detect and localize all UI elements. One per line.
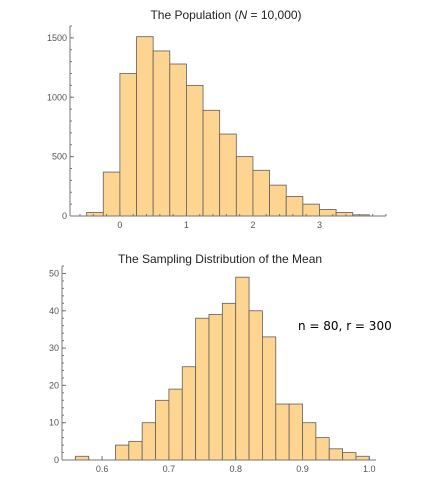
histogram-bar	[302, 422, 317, 461]
histogram-bar	[181, 366, 197, 461]
histogram-bar	[208, 314, 223, 461]
x-tick-label: 0.9	[296, 464, 309, 474]
histogram-bar	[152, 50, 171, 217]
y-tick-label: 1000	[47, 92, 67, 102]
x-tick-label: 0.6	[96, 464, 109, 474]
histogram-bar	[115, 444, 130, 461]
y-tick-label: 500	[52, 152, 67, 162]
histogram-bar	[355, 455, 370, 461]
histogram-bar	[315, 437, 330, 461]
histogram-bar	[328, 448, 343, 461]
histogram-bar	[119, 73, 137, 217]
histogram-bar	[285, 196, 304, 217]
histogram-bar	[319, 209, 337, 217]
histogram-bar	[202, 109, 221, 217]
bars	[74, 276, 370, 461]
sampling-distribution-histogram: The Sampling Distribution of the Mean n …	[0, 242, 432, 485]
y-tick-label: 0	[62, 211, 67, 221]
histogram-bar	[155, 399, 170, 461]
histogram-bar	[102, 171, 121, 217]
histogram-bar	[262, 336, 277, 461]
histogram-bar	[335, 212, 354, 217]
histogram-bar	[128, 440, 143, 461]
histogram-bar	[288, 403, 303, 461]
histogram-bar	[74, 455, 90, 461]
histogram-bar	[342, 452, 357, 461]
y-tick-label: 30	[49, 343, 59, 353]
x-tick-label: 0.7	[163, 464, 176, 474]
bars	[86, 36, 370, 217]
histogram-bar	[248, 310, 263, 461]
chart-title: The Population (N = 10,000)	[150, 8, 301, 22]
x-tick-label: 2	[250, 220, 255, 230]
histogram-bar	[169, 63, 187, 217]
histogram-bar	[141, 422, 156, 461]
y-tick-label: 20	[49, 380, 59, 390]
histogram-bar	[195, 317, 210, 461]
x-tick-label: 1	[184, 220, 189, 230]
population-histogram: The Population (N = 10,000) 0 500 1000 1500…	[0, 0, 432, 242]
y-tick-label: 50	[49, 268, 59, 278]
population-histogram-svg: The Population (N = 10,000) 0 500 1000 1500…	[47, 8, 387, 230]
y-tick-label: 10	[49, 418, 59, 428]
y-tick-label: 40	[49, 306, 59, 316]
histogram-bar	[186, 84, 204, 217]
sampling-distribution-histogram-svg: The Sampling Distribution of the Mean n …	[49, 252, 392, 474]
sample-annotation: n = 80, r = 300	[298, 319, 392, 333]
chart-title: The Sampling Distribution of the Mean	[118, 252, 322, 266]
histogram-bar	[235, 276, 250, 461]
y-tick-label: 0	[54, 455, 59, 465]
histogram-bar	[219, 133, 237, 217]
x-tick-label: 1.0	[363, 464, 376, 474]
histogram-bar	[221, 302, 237, 461]
x-tick-label: 0	[117, 220, 122, 230]
histogram-bar	[136, 36, 154, 217]
histogram-bar	[275, 403, 290, 461]
histogram-bar	[86, 212, 104, 217]
histogram-bar	[252, 169, 270, 217]
x-tick-label: 0.8	[229, 464, 242, 474]
y-tick-label: 1500	[47, 33, 67, 43]
histogram-bar	[269, 184, 287, 217]
x-tick-label: 3	[317, 220, 322, 230]
histogram-bar	[168, 388, 183, 461]
histogram-bar	[235, 156, 254, 217]
histogram-bar	[302, 203, 320, 217]
